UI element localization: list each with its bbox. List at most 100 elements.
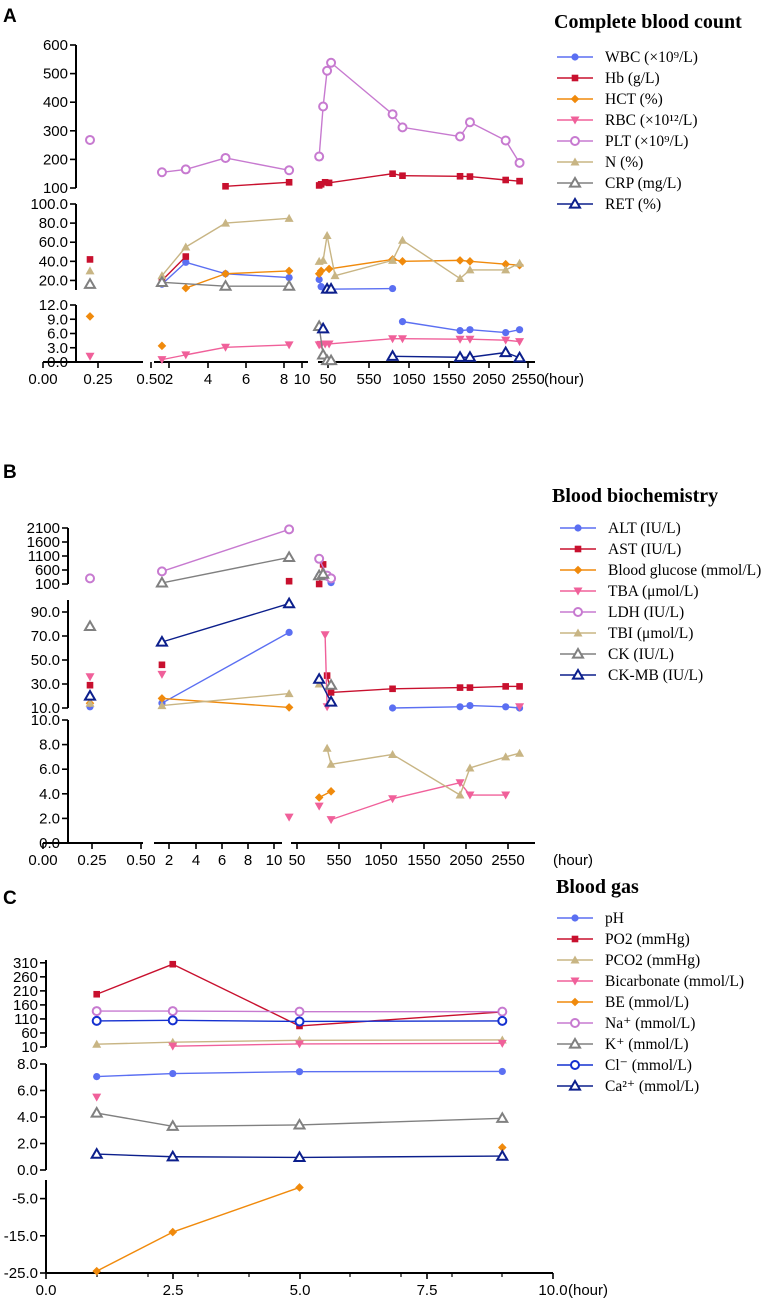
series-c-8 xyxy=(89,1147,510,1163)
y-tick-label: 160 xyxy=(13,997,38,1014)
legend-label: HCT (%) xyxy=(605,91,663,108)
series-line xyxy=(469,121,506,142)
data-point xyxy=(91,1006,102,1017)
y-tick-label: 6.0 xyxy=(17,1083,38,1100)
data-point xyxy=(326,787,336,796)
data-point xyxy=(501,259,510,269)
data-point xyxy=(455,790,465,799)
data-point xyxy=(285,628,293,637)
data-point xyxy=(324,678,338,690)
data-point xyxy=(516,683,523,690)
series-line xyxy=(225,273,290,279)
x-tick-label: 7.5 xyxy=(417,1282,438,1299)
data-point xyxy=(314,793,324,802)
x-tick-label: 50 xyxy=(320,371,337,388)
legend-label: pH xyxy=(605,910,624,927)
data-point xyxy=(463,350,477,362)
data-point xyxy=(495,1111,510,1123)
series-line xyxy=(172,1010,300,1013)
y-tick-label: 60 xyxy=(21,1025,38,1042)
x-tick-label: 10 xyxy=(294,371,311,388)
x-tick-label: 6 xyxy=(218,852,226,869)
series-line xyxy=(299,1117,503,1126)
data-point xyxy=(93,1072,101,1081)
y-tick-label: 30.0 xyxy=(31,676,60,693)
y-tick-label: 50.0 xyxy=(31,652,60,669)
data-point xyxy=(455,131,466,142)
data-point xyxy=(464,117,475,128)
series-line xyxy=(392,355,461,358)
legend-label: ALT (IU/L) xyxy=(608,520,681,537)
legend-entry: CK-MB (IU/L) xyxy=(560,667,703,684)
y-tick-label: 500 xyxy=(43,66,68,83)
x-tick-label: 550 xyxy=(326,852,351,869)
legend-marker xyxy=(568,176,582,188)
data-point xyxy=(85,573,95,584)
data-point xyxy=(453,350,467,362)
series-b-6 xyxy=(83,550,338,690)
data-point xyxy=(157,701,167,710)
data-point xyxy=(387,109,398,120)
data-point xyxy=(465,791,475,800)
data-point xyxy=(295,1068,304,1076)
y-tick-label: 1100 xyxy=(28,548,60,565)
data-point xyxy=(284,341,294,350)
data-point xyxy=(324,340,334,349)
y-tick-label: 9.0 xyxy=(47,311,68,328)
data-point xyxy=(314,553,325,564)
y-tick-label: 2100 xyxy=(27,520,60,537)
legend-marker xyxy=(570,116,580,125)
data-point xyxy=(466,702,474,710)
series-line xyxy=(161,692,290,707)
y-tick-label: 20.0 xyxy=(39,272,68,289)
series-a-7 xyxy=(316,282,527,363)
x-tick-label: 0.00 xyxy=(28,371,57,388)
x-tick-label: 0.00 xyxy=(28,852,57,869)
x-tick-label: 2550 xyxy=(491,852,524,869)
series-line xyxy=(172,1186,300,1233)
data-point xyxy=(93,990,100,998)
legend-marker xyxy=(571,53,579,61)
data-point xyxy=(497,1006,508,1017)
y-tick-label: 2.0 xyxy=(39,810,60,827)
series-line xyxy=(96,1153,173,1158)
y-tick-label: 600 xyxy=(43,37,68,54)
series-b-7 xyxy=(83,596,338,707)
data-point xyxy=(456,327,464,335)
data-point xyxy=(515,338,525,347)
series-line xyxy=(96,1019,173,1022)
data-point xyxy=(465,257,475,266)
legend-entry: CK (IU/L) xyxy=(560,646,674,663)
legend-entry: TBA (μmol/L) xyxy=(560,583,699,600)
series-b-3 xyxy=(85,631,525,825)
data-point xyxy=(182,258,190,266)
series-line xyxy=(469,351,506,358)
series-line xyxy=(161,261,187,285)
y-tick-label: 0.0 xyxy=(17,1162,38,1179)
data-point xyxy=(221,343,231,352)
legend-label: LDH (IU/L) xyxy=(608,604,684,621)
data-point xyxy=(157,670,167,679)
data-point xyxy=(330,271,340,280)
data-point xyxy=(155,635,169,647)
data-point xyxy=(455,779,465,788)
data-point xyxy=(501,752,511,761)
legend-marker xyxy=(574,545,582,553)
legend-marker xyxy=(573,607,583,617)
x-tick-label: 2050 xyxy=(472,371,505,388)
data-point xyxy=(157,356,167,365)
data-point xyxy=(155,575,169,588)
data-point xyxy=(324,264,334,274)
y-tick-label: -5.0 xyxy=(12,1191,38,1208)
legend-marker xyxy=(570,955,580,964)
data-point xyxy=(455,256,465,265)
legend-marker xyxy=(573,587,583,596)
x-tick-label: 10.0 xyxy=(538,1282,567,1299)
y-tick-label: 10 xyxy=(21,1039,38,1056)
data-point xyxy=(501,791,511,800)
data-point xyxy=(497,1039,507,1048)
y-tick-label: 80.0 xyxy=(39,215,68,232)
legend-marker xyxy=(570,1060,580,1070)
